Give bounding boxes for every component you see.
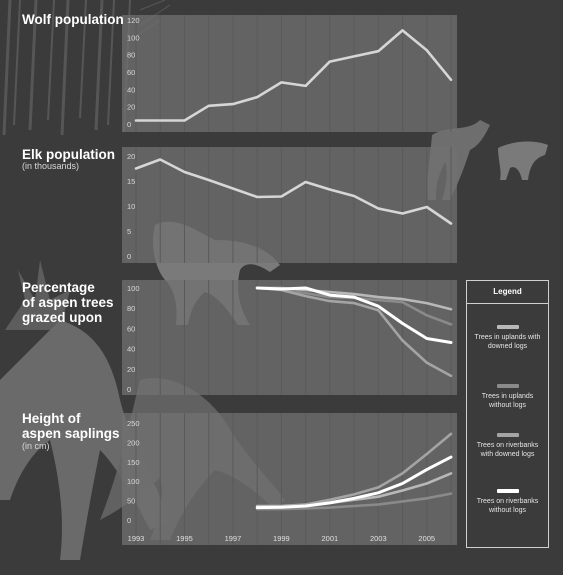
legend-label: Trees on riverbanks with downed logs [476,442,539,458]
elk-panel-subtitle: (in thousands) [22,161,80,171]
y-tick-label: 20 [127,365,135,374]
y-tick-label: 40 [127,85,135,94]
plot-background [122,147,457,263]
y-tick-label: 0 [127,516,131,525]
y-tick-label: 0 [127,385,131,394]
chart-panel: 0 50 100 150 200 250 [122,413,457,545]
legend-item-riverbanks-with-logs: Trees on riverbanks with downed logs [467,433,548,459]
legend: Legend Trees in uplands with downed logs… [466,280,549,548]
legend-swatch [496,489,519,493]
elk-antler-shape [5,260,70,330]
tree-trunk-shape [60,0,70,136]
height-panel-subtitle: (in cm) [22,441,50,451]
legend-label: Trees in uplands with downed logs [474,334,541,350]
y-tick-label: 15 [127,177,135,186]
y-tick-label: 150 [127,458,140,467]
chart-panel: 0 20 40 60 80 100 120 [122,15,457,132]
wolf-silhouette [498,141,548,180]
y-tick-label: 100 [127,477,140,486]
chart-panel: 0 5 10 15 20 [122,147,457,263]
x-tick-label: 2001 [322,534,339,543]
y-tick-label: 100 [127,284,140,293]
chart-panel: 0 20 40 60 80 100 [122,280,457,395]
y-tick-label: 60 [127,324,135,333]
x-tick-label: 1997 [225,534,242,543]
x-tick-label: 1999 [273,534,290,543]
plot-background [122,15,457,132]
tree-trunk-shape [79,0,87,119]
legend-label: Trees on riverbanks without logs [476,498,539,514]
legend-item-uplands-with-logs: Trees in uplands with downed logs [467,325,548,351]
legend-item-uplands-without-logs: Trees in uplands without logs [467,384,548,410]
series-line [255,286,453,378]
x-tick-label: 2003 [370,534,387,543]
y-tick-label: 50 [127,497,135,506]
tree-trunk-shape [107,0,115,126]
series-line [134,29,453,122]
series-line [255,455,453,510]
tree-branch-shape [139,0,166,11]
wolf-panel-title: Wolf population [22,12,124,27]
height-panel-title: Height of aspen saplings [22,411,120,441]
legend-item-riverbanks-without-logs: Trees on riverbanks without logs [467,489,548,515]
y-tick-label: 100 [127,33,140,42]
tree-trunk-shape [28,0,38,131]
y-tick-label: 80 [127,304,135,313]
x-tick-label: 2005 [418,534,435,543]
y-tick-label: 80 [127,51,135,60]
legend-label: Trees in uplands without logs [481,393,534,409]
series-line [255,492,453,511]
legend-title: Legend [467,281,548,304]
y-tick-label: 5 [127,227,131,236]
series-line [255,286,453,344]
wolf-silhouette [427,120,490,200]
y-tick-label: 250 [127,419,140,428]
y-tick-label: 20 [127,103,135,112]
y-tick-label: 10 [127,202,135,211]
series-line [134,158,453,225]
tree-trunk-shape [94,0,104,131]
x-tick-label: 1993 [128,534,145,543]
tree-trunk-shape [13,0,21,126]
y-tick-label: 120 [127,16,140,25]
y-tick-label: 0 [127,120,131,129]
y-tick-label: 20 [127,152,135,161]
y-tick-label: 40 [127,345,135,354]
plot-background [122,280,457,395]
grazed-panel-title: Percentage of aspen trees grazed upon [22,280,114,325]
y-tick-label: 0 [127,252,131,261]
elk-silhouette [0,320,170,560]
y-tick-label: 60 [127,68,135,77]
y-tick-label: 200 [127,438,140,447]
tree-trunk-shape [2,0,12,136]
legend-swatch [496,325,519,329]
legend-swatch [496,384,519,388]
plot-background [122,413,457,545]
elk-panel-title: Elk population [22,147,115,162]
legend-swatch [496,433,519,437]
x-tick-label: 1995 [176,534,193,543]
tree-trunk-shape [47,0,55,121]
